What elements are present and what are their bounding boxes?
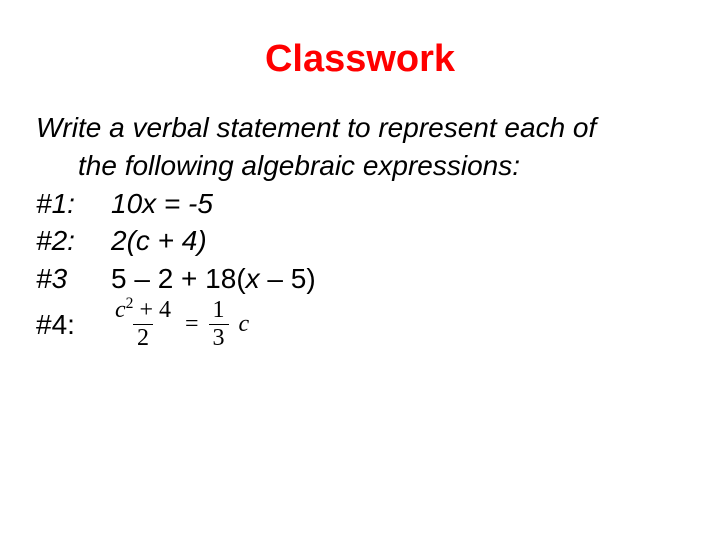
- item-4-expression: c2 + 4 2 = 1 3 c: [111, 298, 249, 351]
- item-1-label: #1:: [36, 185, 111, 223]
- item-3-expr-pre: 5 – 2 + 18(: [111, 263, 246, 294]
- frac-left-c: c: [115, 297, 126, 323]
- item-3-label: #3: [36, 260, 111, 298]
- fraction-right-numerator: 1: [209, 298, 229, 324]
- fraction-left: c2 + 4 2: [111, 298, 175, 351]
- item-3-expr-post: – 5): [260, 263, 316, 294]
- item-2-label: #2:: [36, 222, 111, 260]
- fraction-left-numerator: c2 + 4: [111, 298, 175, 324]
- item-1: #1: 10x = -5: [36, 185, 684, 223]
- fraction-right-denominator: 3: [209, 324, 229, 351]
- slide: Classwork Write a verbal statement to re…: [0, 0, 720, 540]
- item-4: #4: c2 + 4 2 = 1 3 c: [36, 298, 684, 351]
- content-block: Write a verbal statement to represent ea…: [0, 109, 720, 351]
- frac-left-plus: + 4: [133, 297, 171, 323]
- instruction-line-1: Write a verbal statement to represent ea…: [36, 109, 684, 147]
- item-1-expression: 10x = -5: [111, 185, 213, 223]
- page-title: Classwork: [0, 38, 720, 81]
- equals-sign: =: [185, 308, 199, 340]
- fraction-left-denominator: 2: [133, 324, 153, 351]
- instruction-line-2: the following algebraic expressions:: [78, 147, 684, 185]
- item-2: #2: 2(c + 4): [36, 222, 684, 260]
- item-3: #3 5 – 2 + 18(x – 5): [36, 260, 684, 298]
- item-2-expression: 2(c + 4): [111, 222, 207, 260]
- item-4-label: #4:: [36, 306, 111, 344]
- item-3-expression: 5 – 2 + 18(x – 5): [111, 260, 316, 298]
- item-3-expr-var: x: [246, 263, 260, 294]
- fraction-right: 1 3: [209, 298, 229, 351]
- fraction-right-var: c: [239, 308, 250, 340]
